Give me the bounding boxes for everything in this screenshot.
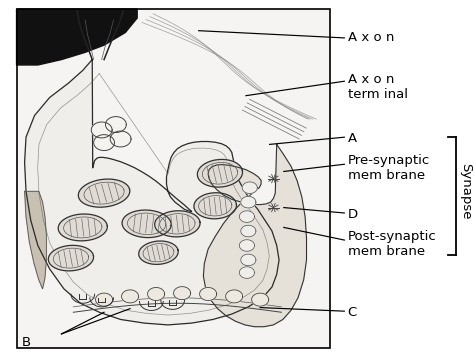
Polygon shape [252, 293, 269, 306]
Polygon shape [122, 210, 171, 238]
Text: B: B [21, 336, 30, 349]
Polygon shape [58, 214, 107, 241]
Polygon shape [94, 135, 114, 151]
Polygon shape [194, 193, 237, 219]
Polygon shape [25, 191, 46, 289]
Polygon shape [91, 122, 112, 138]
Polygon shape [200, 287, 217, 300]
Polygon shape [121, 290, 138, 303]
Polygon shape [197, 160, 243, 187]
Polygon shape [155, 211, 200, 237]
Text: A: A [347, 132, 357, 145]
Polygon shape [242, 182, 257, 193]
Text: C: C [347, 306, 357, 319]
Polygon shape [139, 241, 178, 264]
Polygon shape [239, 211, 255, 222]
Polygon shape [96, 293, 113, 306]
Bar [17, 9, 330, 348]
Polygon shape [25, 60, 279, 325]
Polygon shape [17, 9, 137, 65]
Text: Pre-synaptic
mem brane: Pre-synaptic mem brane [347, 154, 430, 182]
Polygon shape [78, 179, 130, 207]
Polygon shape [147, 287, 164, 300]
Polygon shape [203, 144, 307, 327]
Polygon shape [239, 267, 255, 278]
Polygon shape [173, 287, 191, 300]
Polygon shape [48, 245, 93, 271]
Text: A x o n: A x o n [347, 31, 394, 44]
Text: D: D [347, 208, 358, 221]
Polygon shape [226, 290, 243, 303]
Polygon shape [241, 225, 256, 237]
Polygon shape [239, 240, 255, 251]
Text: Post-synaptic
mem brane: Post-synaptic mem brane [347, 230, 437, 258]
Polygon shape [241, 254, 256, 266]
Polygon shape [106, 117, 126, 132]
Polygon shape [110, 131, 131, 147]
Bar [17, 9, 330, 348]
Text: Synapse: Synapse [459, 163, 473, 219]
Polygon shape [241, 196, 256, 208]
Text: A x o n
term inal: A x o n term inal [347, 73, 408, 101]
